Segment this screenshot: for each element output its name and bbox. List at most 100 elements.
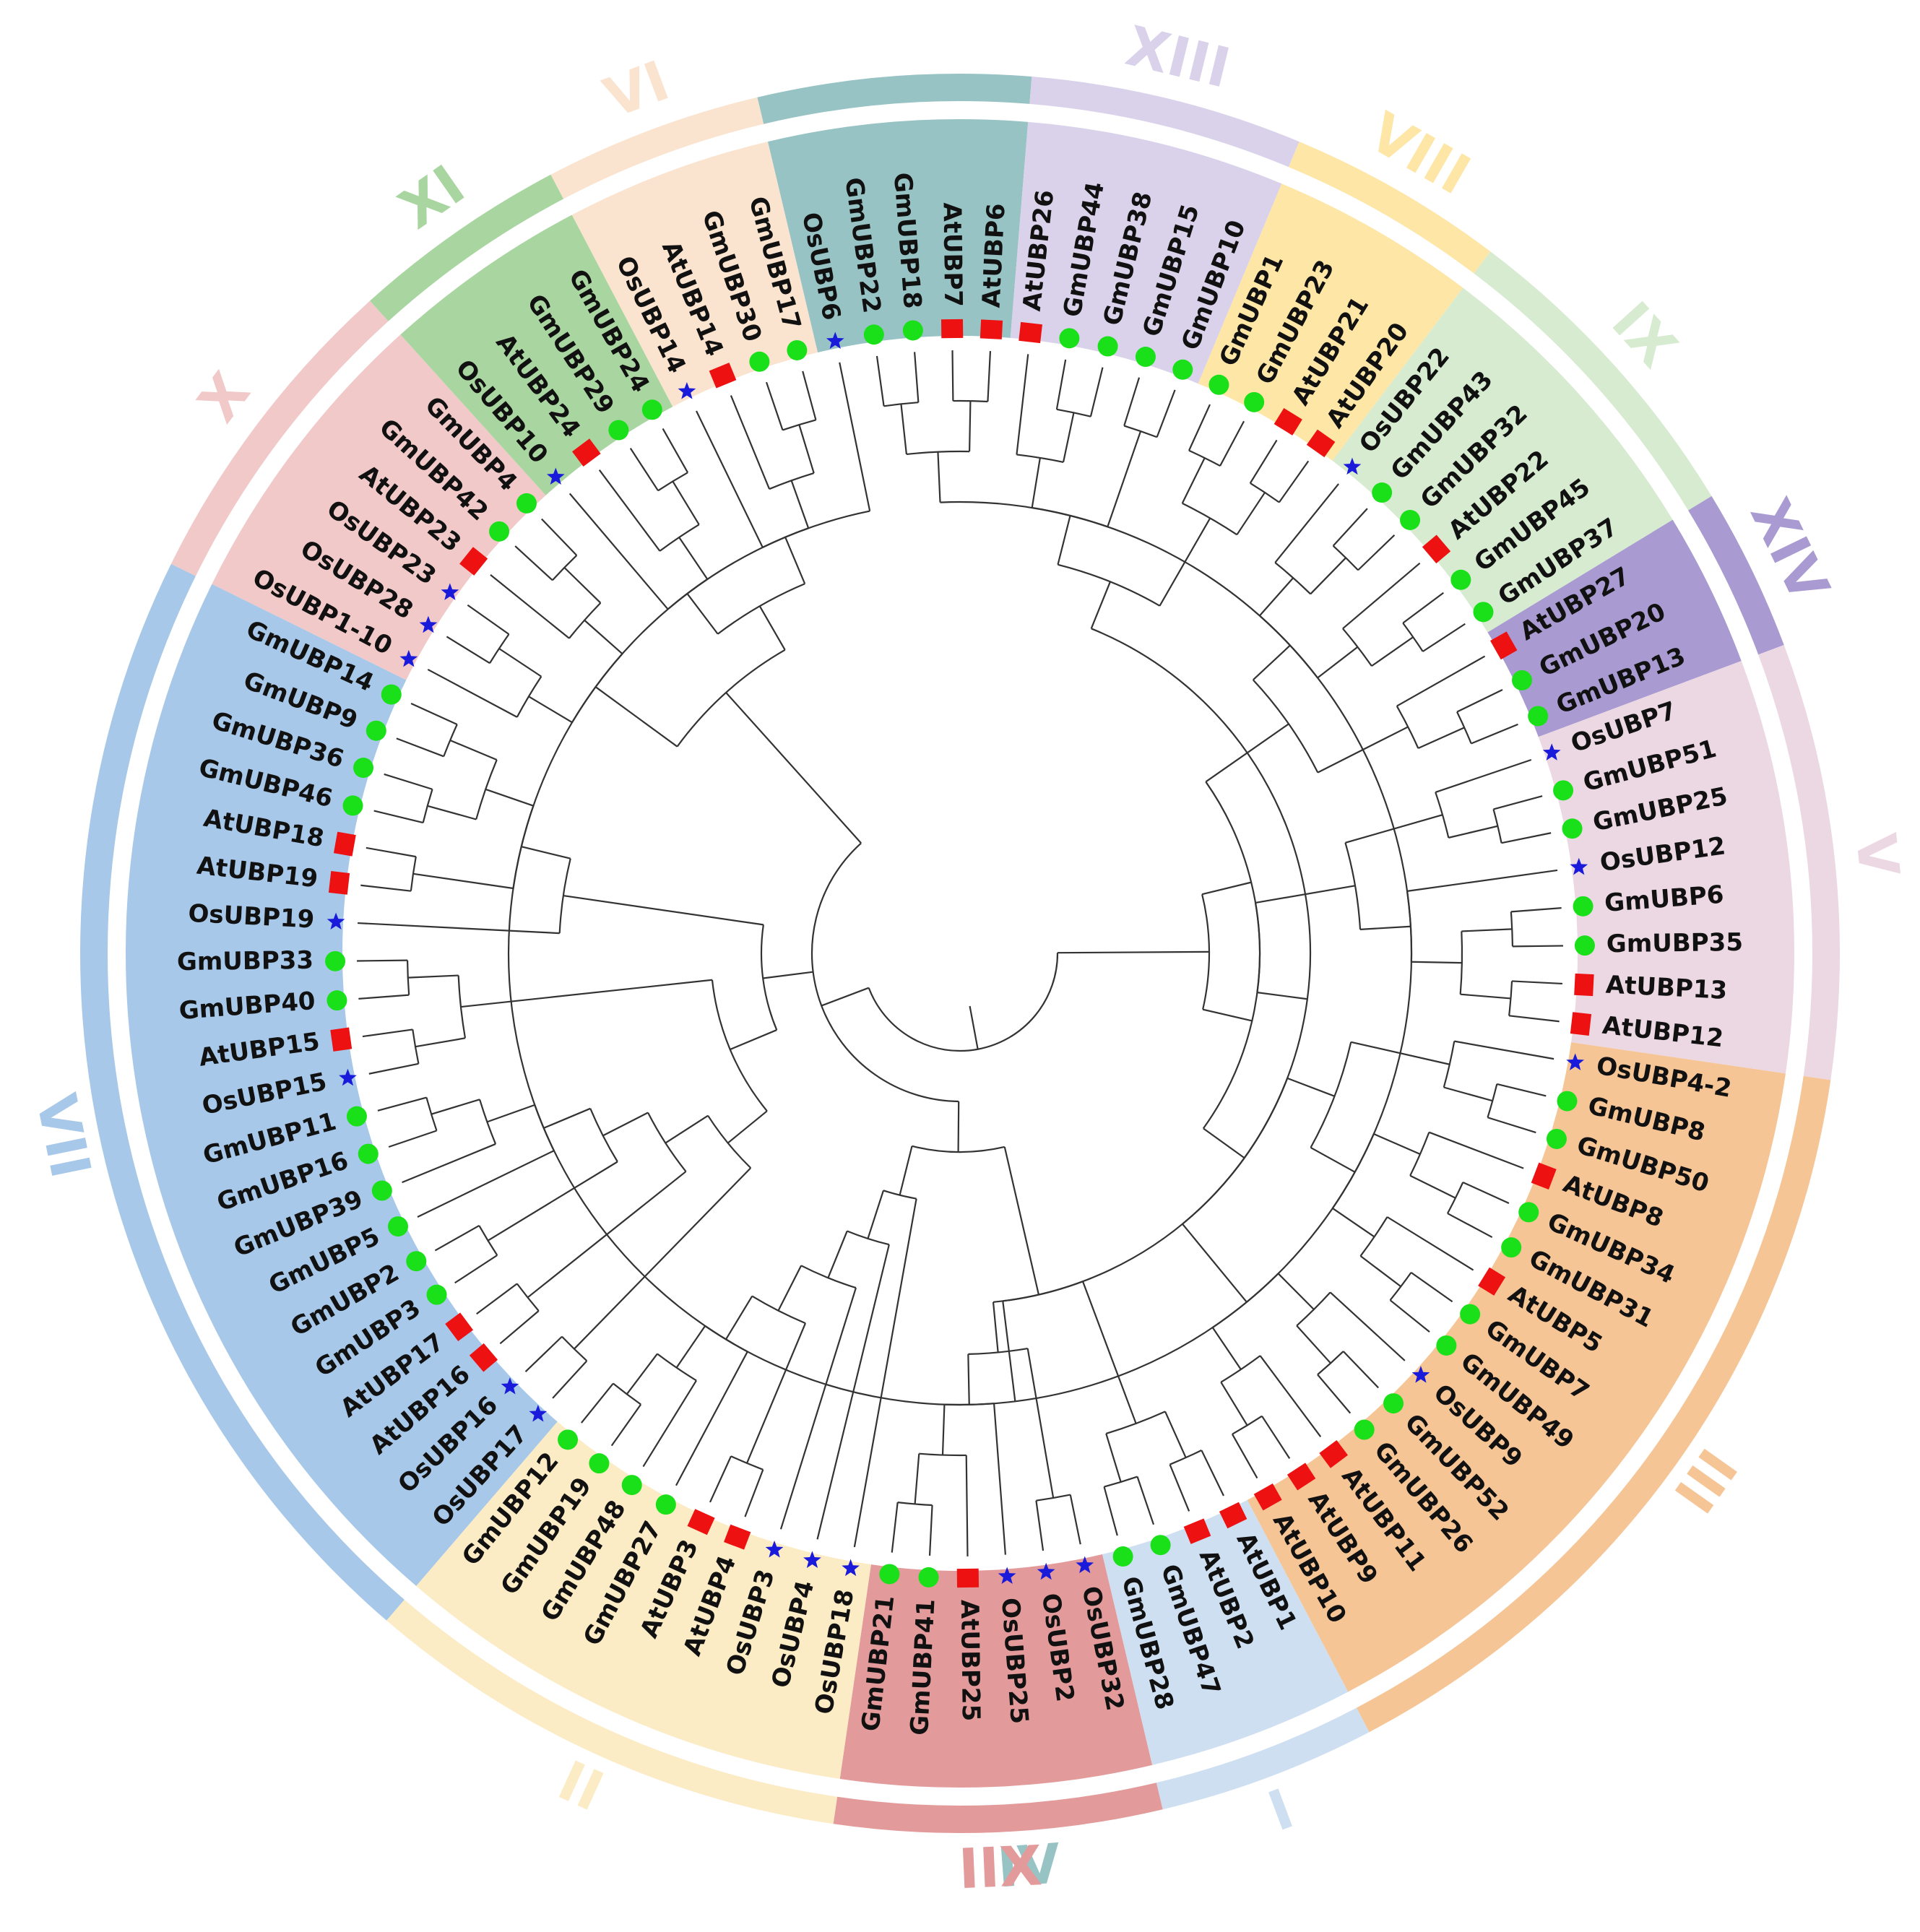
branch [779, 1287, 857, 1530]
branch [1203, 1127, 1245, 1159]
group-ring-XI [370, 174, 564, 321]
branch [407, 974, 459, 979]
branch [543, 1107, 591, 1129]
rice-marker-icon [803, 1551, 821, 1568]
branch [725, 692, 862, 844]
branch [358, 994, 410, 1000]
leaf-label: OsUBP19 [188, 899, 316, 935]
branch [415, 1037, 466, 1048]
species-markers [325, 319, 1595, 1588]
branch-arc [478, 1225, 498, 1256]
branch [1188, 404, 1211, 451]
branch-arc [953, 399, 988, 403]
soybean-marker-icon [516, 493, 537, 514]
arabidopsis-marker-icon [328, 871, 350, 895]
branch [1123, 377, 1141, 426]
branch-arc [1032, 506, 1108, 528]
group-label-IIX: IIX [957, 1833, 1043, 1901]
branch [528, 696, 573, 724]
branch-arc [657, 1353, 697, 1382]
branch-arc [1252, 679, 1319, 774]
soybean-marker-icon [1501, 1237, 1522, 1258]
rice-marker-icon [546, 467, 565, 485]
soybean-marker-icon [1354, 1419, 1375, 1440]
arabidopsis-marker-icon [459, 547, 488, 576]
soybean-marker-icon [1135, 347, 1156, 368]
branch [1107, 430, 1142, 527]
branch-arc [1104, 1476, 1138, 1488]
soybean-marker-icon [489, 521, 510, 542]
group-band-VI [571, 142, 818, 407]
branch [1317, 646, 1359, 679]
arabidopsis-marker-icon [1319, 1439, 1348, 1468]
group-band-IX [1332, 287, 1673, 633]
branch [867, 1190, 885, 1239]
branch [1136, 1476, 1155, 1525]
arabidopsis-marker-icon [333, 831, 356, 857]
group-band-III [1247, 1042, 1786, 1692]
branch [1428, 1131, 1524, 1169]
branch [1296, 1325, 1331, 1364]
branch [1035, 1500, 1045, 1551]
branch [373, 810, 423, 824]
rice-marker-icon [842, 1559, 860, 1577]
branch [467, 604, 510, 636]
branch [1253, 644, 1291, 681]
branch [1497, 1083, 1547, 1097]
arabidopsis-marker-icon [1019, 321, 1042, 344]
group-ring-IX [1474, 251, 1712, 511]
soybean-marker-icon [608, 420, 629, 441]
branch [967, 1353, 970, 1405]
soybean-marker-icon [558, 1429, 579, 1450]
branch [1359, 1255, 1401, 1288]
soybean-marker-icon [641, 399, 662, 420]
branch [914, 352, 920, 403]
branch [1443, 1086, 1493, 1102]
branch-arc [443, 724, 458, 757]
branch [1062, 412, 1075, 463]
branch-arc [1310, 1041, 1352, 1148]
branch-arc [507, 501, 1413, 1406]
soybean-marker-icon [1112, 1546, 1133, 1567]
branch [396, 737, 444, 758]
branch [1164, 1411, 1187, 1458]
group-band-X [212, 334, 546, 680]
branch [1201, 881, 1252, 896]
branch [1069, 1494, 1081, 1545]
group-ring-X [170, 300, 389, 576]
branch [928, 1504, 933, 1556]
soybean-marker-icon [1518, 1202, 1539, 1223]
group-label-IV: IV [995, 1831, 1063, 1899]
branch [366, 846, 417, 858]
soybean-marker-icon [1553, 780, 1574, 801]
branch [798, 424, 815, 474]
branch [476, 1283, 518, 1315]
branch-arc [667, 579, 708, 610]
rice-marker-icon [441, 583, 459, 600]
branch [568, 493, 669, 610]
branch [412, 872, 514, 890]
group-label-XIII: XIII [1120, 14, 1236, 100]
soybean-marker-icon [1059, 328, 1080, 349]
leaf-label: AtUBP7 [937, 202, 967, 307]
rice-marker-icon [1411, 1366, 1430, 1383]
arabidopsis-marker-icon [1306, 429, 1336, 458]
branch [765, 381, 784, 430]
arabidopsis-marker-icon [1490, 631, 1518, 660]
branch-arc [1056, 408, 1091, 417]
group-band-I [1102, 1499, 1349, 1765]
branch [410, 702, 458, 726]
branch [1211, 1327, 1242, 1370]
branch [427, 805, 477, 820]
soybean-marker-icon [1372, 482, 1393, 503]
branch [1261, 1416, 1291, 1459]
branch [1435, 758, 1532, 793]
soybean-marker-icon [1528, 706, 1549, 727]
branch [1351, 1041, 1450, 1065]
soybean-marker-icon [1400, 509, 1421, 530]
soybean-marker-icon [1244, 391, 1265, 412]
group-ring-VI [550, 97, 764, 199]
rice-marker-icon [1076, 1556, 1094, 1574]
group-ring-V [1758, 645, 1840, 1080]
soybean-marker-icon [1473, 602, 1494, 623]
